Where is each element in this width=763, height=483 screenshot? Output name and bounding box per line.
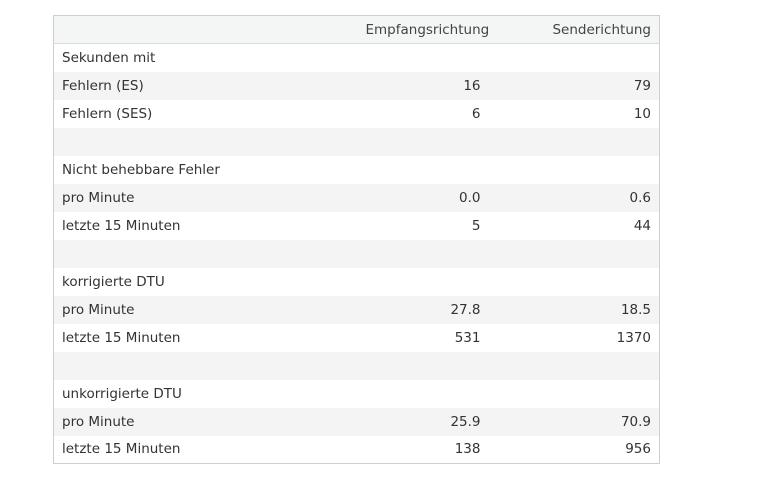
row-receive-value xyxy=(366,380,489,408)
table-row: unkorrigierte DTU xyxy=(54,380,660,408)
row-label: Nicht behebbare Fehler xyxy=(62,161,220,178)
row-receive-value: 27.8 xyxy=(450,301,481,318)
row-label: pro Minute xyxy=(62,189,135,206)
table-row-spacer xyxy=(53,239,660,268)
table-row: letzte 15 Minuten 5 44 xyxy=(54,212,660,240)
row-receive-value xyxy=(366,128,489,156)
row-label: pro Minute xyxy=(62,413,135,430)
row-label: unkorrigierte DTU xyxy=(62,385,182,402)
row-label: pro Minute xyxy=(62,301,135,318)
row-label: letzte 15 Minuten xyxy=(62,329,181,346)
row-send-value: 956 xyxy=(625,441,651,458)
row-label: Sekunden mit xyxy=(62,49,156,66)
line-statistics-table: Empfangsrichtung Senderichtung Sekunden … xyxy=(53,15,660,464)
header-receive-direction: Empfangsrichtung xyxy=(365,21,490,38)
row-label: Fehlern (ES) xyxy=(62,77,144,94)
row-send-value: 18.5 xyxy=(620,301,651,318)
row-send-value xyxy=(489,268,660,296)
row-label xyxy=(54,240,366,268)
table-row: letzte 15 Minuten 531 1370 xyxy=(54,324,660,352)
row-receive-value: 6 xyxy=(471,105,481,122)
row-label xyxy=(54,128,366,156)
table-row-spacer xyxy=(53,351,660,380)
table-row: Sekunden mit xyxy=(54,44,660,72)
header-row: Empfangsrichtung Senderichtung xyxy=(53,15,660,44)
row-send-value xyxy=(489,156,660,184)
row-label xyxy=(54,352,366,380)
header-label xyxy=(54,16,366,44)
row-receive-value xyxy=(366,44,489,72)
row-label: letzte 15 Minuten xyxy=(62,441,181,458)
row-send-value xyxy=(489,240,660,268)
row-send-value: 10 xyxy=(633,105,651,122)
table-row: Fehlern (ES) 16 79 xyxy=(53,71,660,100)
table-row: korrigierte DTU xyxy=(54,268,660,296)
row-receive-value xyxy=(366,156,489,184)
row-receive-value: 5 xyxy=(471,217,481,234)
row-send-value xyxy=(489,128,660,156)
row-send-value: 0.6 xyxy=(629,189,651,206)
row-receive-value xyxy=(366,268,489,296)
row-label: Fehlern (SES) xyxy=(62,105,153,122)
table-row: letzte 15 Minuten 138 956 xyxy=(54,436,660,464)
row-receive-value xyxy=(366,352,489,380)
row-send-value: 44 xyxy=(633,217,651,234)
row-send-value: 79 xyxy=(633,77,651,94)
row-receive-value: 531 xyxy=(454,329,481,346)
row-send-value xyxy=(489,352,660,380)
table-body: Sekunden mit Fehlern (ES) 16 79 Fehlern … xyxy=(53,44,660,464)
row-receive-value: 16 xyxy=(463,77,481,94)
table-row-spacer xyxy=(53,127,660,156)
row-receive-value: 138 xyxy=(454,441,481,458)
table-row: pro Minute 27.8 18.5 xyxy=(53,295,660,324)
row-send-value xyxy=(489,44,660,72)
row-label: korrigierte DTU xyxy=(62,273,165,290)
table-row: Fehlern (SES) 6 10 xyxy=(54,100,660,128)
row-receive-value: 25.9 xyxy=(450,413,481,430)
row-receive-value xyxy=(366,240,489,268)
row-send-value: 70.9 xyxy=(620,413,651,430)
table-row: pro Minute 0.0 0.6 xyxy=(53,183,660,212)
row-send-value: 1370 xyxy=(616,329,651,346)
table-row: pro Minute 25.9 70.9 xyxy=(53,407,660,436)
header-send-direction: Senderichtung xyxy=(552,21,651,38)
table-row: Nicht behebbare Fehler xyxy=(54,156,660,184)
table-header: Empfangsrichtung Senderichtung xyxy=(53,15,660,44)
row-send-value xyxy=(489,380,660,408)
row-label: letzte 15 Minuten xyxy=(62,217,181,234)
row-receive-value: 0.0 xyxy=(459,189,481,206)
